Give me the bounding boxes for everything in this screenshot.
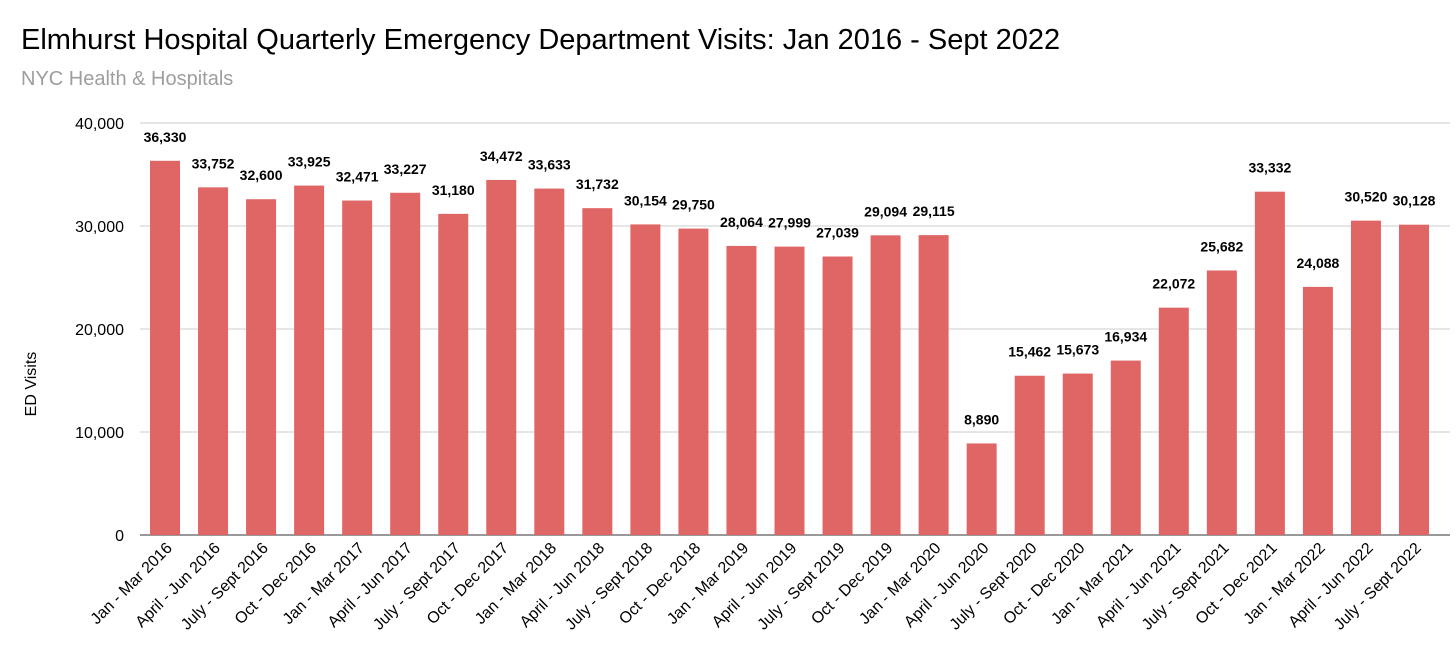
data-label: 22,072 — [1152, 276, 1195, 292]
bar — [198, 187, 229, 535]
bar — [582, 208, 613, 535]
data-label: 33,332 — [1248, 160, 1291, 176]
y-tick-label: 30,000 — [75, 219, 124, 236]
bar — [534, 188, 565, 536]
bar — [1206, 270, 1237, 535]
bar — [870, 235, 901, 536]
bar — [1254, 191, 1285, 535]
x-tick-label: Jan - Mar 2019 — [664, 540, 752, 628]
x-tick-label: Oct - Dec 2021 — [1193, 540, 1281, 628]
data-label: 30,154 — [624, 192, 667, 208]
data-label: 27,999 — [768, 215, 811, 231]
x-tick-label: Oct - Dec 2017 — [424, 540, 512, 628]
bar — [822, 256, 853, 535]
data-labels: 36,330 33,752 32,600 33,925 32,471 33,227 31,1… — [144, 129, 1436, 428]
x-tick-label: Jan - Mar 2018 — [472, 540, 560, 628]
data-label: 34,472 — [480, 148, 523, 164]
x-tick-label: July - Sept 2018 — [562, 540, 656, 634]
x-tick-label: July - Sept 2022 — [1331, 540, 1425, 634]
data-label: 29,115 — [913, 203, 955, 219]
x-tick-label: Jan - Mar 2020 — [856, 540, 944, 628]
bar — [774, 246, 805, 536]
chart-subtitle: NYC Health & Hospitals — [21, 68, 234, 90]
y-tick-label: 40,000 — [75, 116, 124, 133]
x-tick-label: July - Sept 2021 — [1139, 540, 1233, 634]
x-tick-label: Jan - Mar 2016 — [88, 540, 176, 628]
bars — [150, 160, 1429, 536]
x-tick-label: Oct - Dec 2018 — [616, 540, 704, 628]
bar — [246, 199, 277, 535]
bar — [1014, 375, 1045, 535]
data-label: 16,934 — [1104, 329, 1147, 345]
bar — [438, 213, 469, 535]
bar — [1062, 373, 1093, 535]
y-tick-label: 20,000 — [75, 322, 124, 339]
x-tick-label: July - Sept 2020 — [947, 540, 1041, 634]
x-tick-label: Oct - Dec 2016 — [232, 540, 320, 628]
x-tick-label: April - Jun 2018 — [517, 540, 608, 631]
x-tick-label: July - Sept 2017 — [370, 540, 464, 634]
x-tick-label: April - Jun 2017 — [325, 540, 416, 631]
x-tick-label: Jan - Mar 2022 — [1241, 540, 1329, 628]
x-tick-label: July - Sept 2019 — [755, 540, 849, 634]
bar — [486, 179, 517, 535]
bar — [390, 192, 421, 535]
bar — [150, 160, 180, 535]
data-label: 30,128 — [1393, 193, 1436, 209]
data-label: 8,890 — [964, 411, 999, 427]
bar — [726, 245, 757, 535]
chart-title: Elmhurst Hospital Quarterly Emergency De… — [21, 24, 1061, 56]
data-label: 28,064 — [720, 214, 763, 230]
bar — [1158, 307, 1189, 535]
bar — [678, 228, 709, 535]
data-label: 36,330 — [144, 129, 187, 145]
bar — [1110, 360, 1141, 535]
data-label: 24,088 — [1297, 255, 1340, 271]
data-label: 30,520 — [1345, 189, 1388, 205]
data-label: 33,227 — [384, 161, 427, 177]
data-label: 32,471 — [336, 169, 379, 185]
bar — [294, 185, 325, 535]
bar — [342, 200, 373, 535]
data-label: 33,925 — [288, 154, 331, 170]
y-axis-label: ED Visits — [23, 352, 40, 417]
x-tick-label: July - Sept 2016 — [178, 540, 272, 634]
bar — [1350, 220, 1381, 536]
data-label: 15,673 — [1056, 342, 1099, 358]
x-tick-label: Oct - Dec 2019 — [808, 540, 896, 628]
data-label: 31,732 — [576, 176, 619, 192]
data-label: 27,039 — [816, 224, 859, 240]
data-label: 15,462 — [1008, 344, 1051, 360]
x-tick-label: April - Jun 2019 — [709, 540, 800, 631]
bar — [918, 235, 949, 536]
x-tick-label: Oct - Dec 2020 — [1000, 540, 1088, 628]
x-tick-label: April - Jun 2016 — [133, 540, 224, 631]
y-tick-label: 10,000 — [75, 425, 124, 442]
data-label: 33,633 — [528, 157, 571, 173]
x-tick-label: April - Jun 2021 — [1093, 540, 1184, 631]
x-tick-label: Jan - Mar 2021 — [1048, 540, 1136, 628]
bar — [1399, 224, 1429, 536]
data-label: 32,600 — [240, 167, 283, 183]
y-axis-ticks: 0 10,000 20,000 30,000 40,000 — [75, 116, 124, 545]
y-tick-label: 0 — [115, 528, 124, 545]
data-label: 33,752 — [192, 155, 235, 171]
data-label: 29,094 — [864, 203, 907, 219]
x-tick-label: Jan - Mar 2017 — [280, 540, 368, 628]
data-label: 25,682 — [1200, 238, 1243, 254]
data-label: 29,750 — [672, 197, 715, 213]
data-label: 31,180 — [432, 182, 475, 198]
x-tick-label: April - Jun 2020 — [901, 540, 992, 631]
bar — [630, 224, 661, 535]
bar — [1302, 286, 1333, 535]
bar — [966, 443, 997, 535]
x-tick-label: April - Jun 2022 — [1286, 540, 1377, 631]
